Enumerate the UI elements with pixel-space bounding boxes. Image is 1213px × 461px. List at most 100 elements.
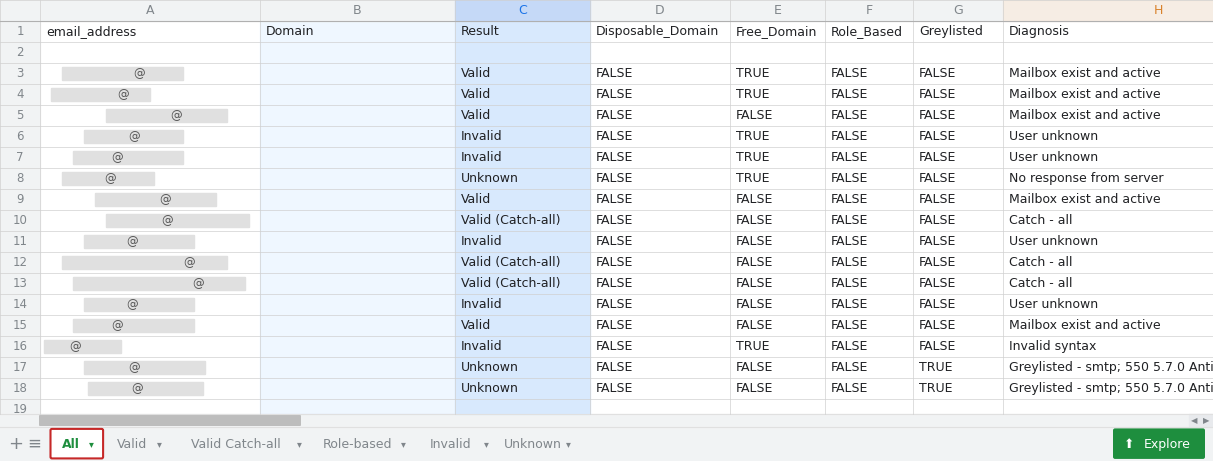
Text: FALSE: FALSE	[831, 109, 869, 122]
Text: All: All	[62, 437, 80, 450]
Bar	[0, 336, 40, 357]
Bar	[0, 315, 40, 336]
FancyBboxPatch shape	[51, 429, 103, 458]
Text: FALSE: FALSE	[831, 88, 869, 101]
Bar	[84, 361, 205, 374]
Text: 3: 3	[16, 67, 24, 80]
Text: FALSE: FALSE	[919, 172, 956, 185]
Text: @: @	[112, 151, 123, 164]
Text: Role_Based: Role_Based	[831, 25, 902, 38]
Text: Greylisted: Greylisted	[919, 25, 983, 38]
Text: B: B	[353, 4, 361, 17]
Text: @: @	[183, 256, 195, 269]
Text: FALSE: FALSE	[596, 151, 633, 164]
Text: Valid (Catch-all): Valid (Catch-all)	[461, 214, 560, 227]
Text: @: @	[112, 319, 123, 332]
Bar	[0, 147, 40, 168]
Text: ▾: ▾	[484, 439, 489, 449]
Text: FALSE: FALSE	[736, 361, 774, 374]
Bar	[62, 256, 227, 269]
Text: 10: 10	[12, 214, 28, 227]
Text: Valid: Valid	[461, 193, 491, 206]
Bar	[0, 399, 40, 420]
Text: Valid: Valid	[461, 88, 491, 101]
Text: FALSE: FALSE	[596, 298, 633, 311]
Text: 16: 16	[12, 340, 28, 353]
Text: FALSE: FALSE	[596, 361, 633, 374]
Text: 17: 17	[12, 361, 28, 374]
Text: Unknown: Unknown	[461, 361, 519, 374]
Text: Catch - all: Catch - all	[1009, 256, 1072, 269]
Text: Diagnosis: Diagnosis	[1009, 25, 1070, 38]
Text: FALSE: FALSE	[919, 298, 956, 311]
Text: 19: 19	[12, 403, 28, 416]
Bar	[106, 214, 249, 227]
Text: FALSE: FALSE	[596, 109, 633, 122]
Text: FALSE: FALSE	[596, 172, 633, 185]
Text: FALSE: FALSE	[596, 277, 633, 290]
Bar	[73, 277, 245, 290]
Text: User unknown: User unknown	[1009, 151, 1098, 164]
Text: Mailbox exist and active: Mailbox exist and active	[1009, 193, 1161, 206]
Text: FALSE: FALSE	[831, 130, 869, 143]
Text: 11: 11	[12, 235, 28, 248]
Text: FALSE: FALSE	[736, 214, 774, 227]
Text: Greylisted - smtp; 550 5.7.0 Antispam System: Greylisted - smtp; 550 5.7.0 Antispam Sy…	[1009, 361, 1213, 374]
Text: Disposable_Domain: Disposable_Domain	[596, 25, 719, 38]
Bar	[95, 193, 216, 206]
Text: C: C	[518, 4, 526, 17]
Text: FALSE: FALSE	[919, 151, 956, 164]
Text: Invalid: Invalid	[461, 130, 502, 143]
Text: Unknown: Unknown	[505, 437, 562, 450]
Text: F: F	[865, 4, 872, 17]
Bar	[89, 382, 203, 395]
Text: FALSE: FALSE	[919, 235, 956, 248]
Text: Mailbox exist and active: Mailbox exist and active	[1009, 67, 1161, 80]
Text: @: @	[133, 67, 144, 80]
Text: Domain: Domain	[266, 25, 314, 38]
Text: @: @	[129, 361, 141, 374]
Text: +: +	[8, 435, 23, 453]
Text: FALSE: FALSE	[831, 340, 869, 353]
Bar	[51, 88, 150, 101]
Text: 15: 15	[12, 319, 28, 332]
Text: ▾: ▾	[90, 439, 95, 449]
Text: TRUE: TRUE	[736, 340, 769, 353]
Bar	[0, 414, 1213, 427]
Text: Invalid: Invalid	[461, 151, 502, 164]
FancyBboxPatch shape	[1114, 428, 1205, 459]
FancyBboxPatch shape	[39, 415, 301, 426]
Bar	[0, 42, 40, 63]
Text: TRUE: TRUE	[736, 151, 769, 164]
Text: Valid: Valid	[461, 109, 491, 122]
Text: 2: 2	[16, 46, 24, 59]
Text: TRUE: TRUE	[736, 172, 769, 185]
Text: Unknown: Unknown	[461, 172, 519, 185]
Bar	[1189, 414, 1200, 427]
Text: TRUE: TRUE	[736, 67, 769, 80]
Text: @: @	[160, 193, 171, 206]
Text: 1: 1	[16, 25, 24, 38]
Text: Invalid: Invalid	[461, 298, 502, 311]
Text: FALSE: FALSE	[919, 67, 956, 80]
Text: FALSE: FALSE	[596, 319, 633, 332]
Text: 18: 18	[12, 382, 28, 395]
Text: Free_Domain: Free_Domain	[736, 25, 818, 38]
Text: FALSE: FALSE	[596, 214, 633, 227]
Bar	[0, 168, 40, 189]
Text: ◀: ◀	[1191, 416, 1197, 425]
Text: TRUE: TRUE	[736, 130, 769, 143]
Text: 5: 5	[16, 109, 24, 122]
Bar	[0, 273, 40, 294]
Text: Greylisted - smtp; 550 5.7.0 Antispam System: Greylisted - smtp; 550 5.7.0 Antispam Sy…	[1009, 382, 1213, 395]
Text: FALSE: FALSE	[831, 172, 869, 185]
Text: Valid: Valid	[461, 319, 491, 332]
Text: FALSE: FALSE	[919, 193, 956, 206]
Bar	[0, 231, 40, 252]
Bar	[0, 252, 40, 273]
Text: Mailbox exist and active: Mailbox exist and active	[1009, 109, 1161, 122]
Text: ⬆: ⬆	[1123, 437, 1134, 450]
Text: FALSE: FALSE	[831, 214, 869, 227]
Text: ▶: ▶	[1203, 416, 1209, 425]
Text: FALSE: FALSE	[831, 235, 869, 248]
